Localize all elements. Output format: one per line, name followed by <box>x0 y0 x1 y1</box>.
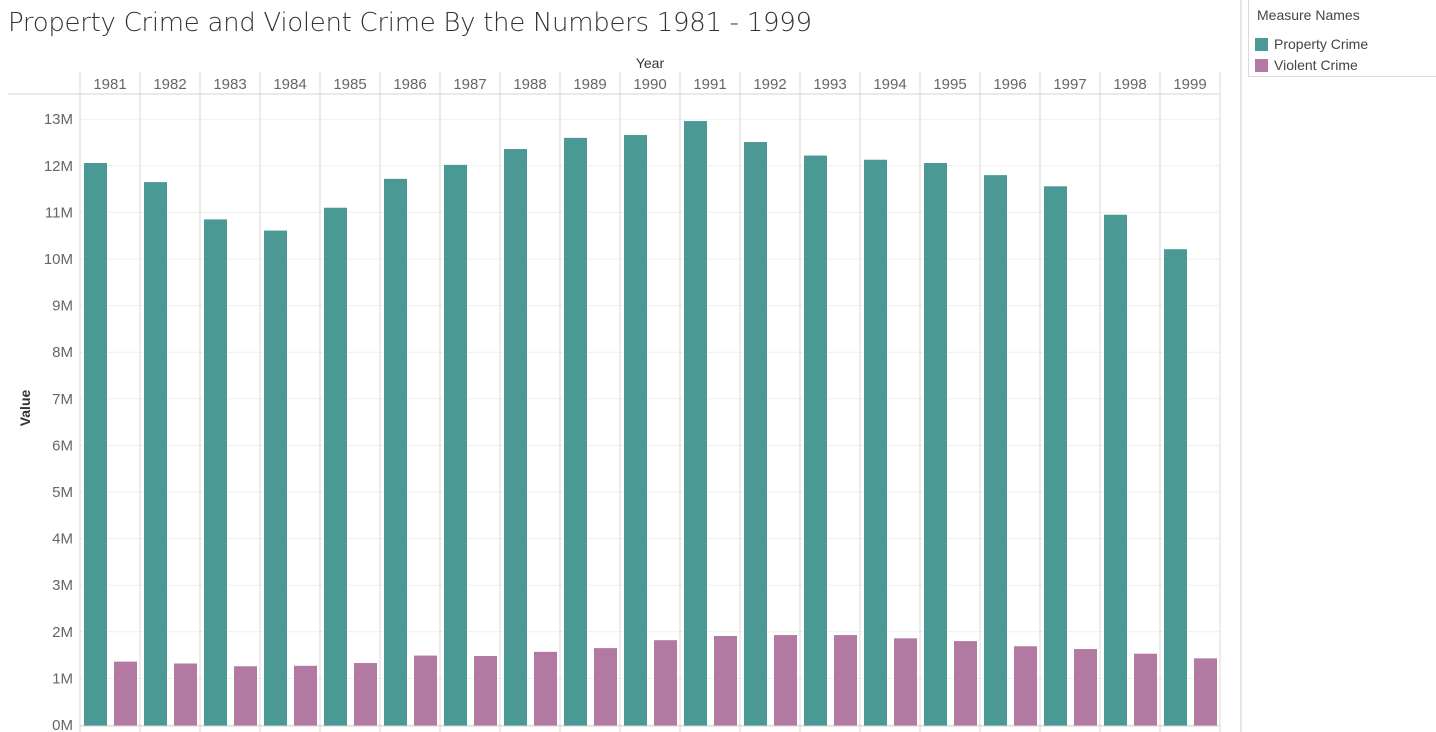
x-tick-label: 1990 <box>633 76 666 93</box>
y-tick-label: 2M <box>52 624 73 641</box>
x-tick-label: 1996 <box>993 76 1026 93</box>
x-tick-label: 1997 <box>1053 76 1086 93</box>
bar-property-crime-1988[interactable] <box>504 149 527 727</box>
bar-property-crime-1999[interactable] <box>1164 249 1187 727</box>
x-tick-label: 1998 <box>1113 76 1146 93</box>
bar-violent-crime-1985[interactable] <box>354 663 377 726</box>
bar-property-crime-1994[interactable] <box>864 159 887 726</box>
page-title: Property Crime and Violent Crime By the … <box>8 8 812 38</box>
bar-property-crime-1987[interactable] <box>444 164 467 727</box>
bar-property-crime-1996[interactable] <box>984 175 1007 726</box>
bar-property-crime-1998[interactable] <box>1104 214 1127 727</box>
x-tick-label: 1988 <box>513 76 546 93</box>
bar-property-crime-1985[interactable] <box>324 207 347 727</box>
bar-violent-crime-1993[interactable] <box>834 635 857 726</box>
y-tick-label: 6M <box>52 437 73 454</box>
y-tick-label: 3M <box>52 577 73 594</box>
bar-property-crime-1991[interactable] <box>684 121 707 726</box>
bar-violent-crime-1998[interactable] <box>1134 653 1157 726</box>
bar-violent-crime-1981[interactable] <box>114 661 137 726</box>
bar-property-crime-1984[interactable] <box>264 230 287 726</box>
legend-swatch-property-crime <box>1255 37 1268 51</box>
bar-violent-crime-1991[interactable] <box>714 635 737 726</box>
x-tick-label: 1983 <box>213 76 246 93</box>
bar-violent-crime-1992[interactable] <box>774 635 797 726</box>
bar-violent-crime-1983[interactable] <box>234 666 257 726</box>
bar-property-crime-1986[interactable] <box>384 178 407 726</box>
y-tick-label: 0M <box>52 717 73 732</box>
y-tick-label: 1M <box>52 670 73 687</box>
x-tick-label: 1992 <box>753 76 786 93</box>
bar-violent-crime-1984[interactable] <box>294 665 317 726</box>
y-tick-label: 10M <box>44 251 73 268</box>
bar-violent-crime-1999[interactable] <box>1194 658 1217 726</box>
y-tick-label: 12M <box>44 158 73 175</box>
bar-violent-crime-1988[interactable] <box>534 651 557 726</box>
legend-swatch-violent-crime <box>1255 58 1268 72</box>
legend-label-property-crime: Property Crime <box>1274 36 1369 52</box>
y-tick-label: 9M <box>52 298 73 315</box>
year-column-dividers <box>79 72 1221 732</box>
x-tick-label: 1994 <box>873 76 906 93</box>
bar-violent-crime-1990[interactable] <box>654 640 677 726</box>
y-tick-label: 7M <box>52 391 73 408</box>
y-axis-title: Value <box>17 390 33 427</box>
x-tick-label: 1986 <box>393 76 426 93</box>
bars <box>84 121 1217 727</box>
bar-chart: Year Value 0M 1M 2M 3M 4M 5M 6M 7M 8M 9M 10M 11M 12M… <box>8 55 1221 732</box>
bar-property-crime-1995[interactable] <box>924 163 947 726</box>
y-tick-label: 11M <box>45 204 73 221</box>
bar-property-crime-1982[interactable] <box>144 182 167 727</box>
axes: Year Value 0M 1M 2M 3M 4M 5M 6M 7M 8M 9M 10M 11M 12M… <box>8 55 1220 732</box>
bar-violent-crime-1995[interactable] <box>954 641 977 726</box>
x-tick-label: 1993 <box>813 76 846 93</box>
panel-divider <box>1240 0 1242 732</box>
bar-violent-crime-1987[interactable] <box>474 656 497 726</box>
y-tick-label: 5M <box>52 484 73 501</box>
legend-item-violent-crime[interactable]: Violent Crime <box>1255 56 1358 74</box>
legend-title: Measure Names <box>1257 7 1360 23</box>
legend: Measure Names Property Crime Violent Cri… <box>1248 0 1436 77</box>
y-tick-label: 8M <box>52 344 73 361</box>
bar-property-crime-1983[interactable] <box>204 219 227 726</box>
x-tick-label: 1989 <box>573 76 606 93</box>
x-axis-title: Year <box>636 55 665 71</box>
y-tick-label: 13M <box>44 111 73 128</box>
x-tick-label: 1985 <box>333 76 366 93</box>
bar-property-crime-1993[interactable] <box>804 155 827 727</box>
x-tick-label: 1982 <box>153 76 186 93</box>
legend-label-violent-crime: Violent Crime <box>1274 57 1358 73</box>
x-tick-label: 1995 <box>933 76 966 93</box>
bar-violent-crime-1982[interactable] <box>174 663 197 726</box>
bar-violent-crime-1986[interactable] <box>414 655 437 726</box>
bar-violent-crime-1989[interactable] <box>594 648 617 726</box>
bar-violent-crime-1994[interactable] <box>894 638 917 726</box>
x-tick-label: 1981 <box>93 76 126 93</box>
bar-violent-crime-1996[interactable] <box>1014 646 1037 726</box>
bar-property-crime-1992[interactable] <box>744 142 767 726</box>
x-tick-label: 1984 <box>273 76 306 93</box>
legend-item-property-crime[interactable]: Property Crime <box>1255 35 1368 53</box>
bar-property-crime-1981[interactable] <box>84 163 107 726</box>
bar-property-crime-1997[interactable] <box>1044 186 1067 726</box>
bar-property-crime-1990[interactable] <box>624 135 647 726</box>
bar-violent-crime-1997[interactable] <box>1074 649 1097 726</box>
x-tick-label: 1987 <box>453 76 486 93</box>
bar-property-crime-1989[interactable] <box>564 137 587 727</box>
y-tick-label: 4M <box>52 531 73 548</box>
x-tick-label: 1991 <box>693 76 726 93</box>
x-tick-label: 1999 <box>1173 76 1206 93</box>
